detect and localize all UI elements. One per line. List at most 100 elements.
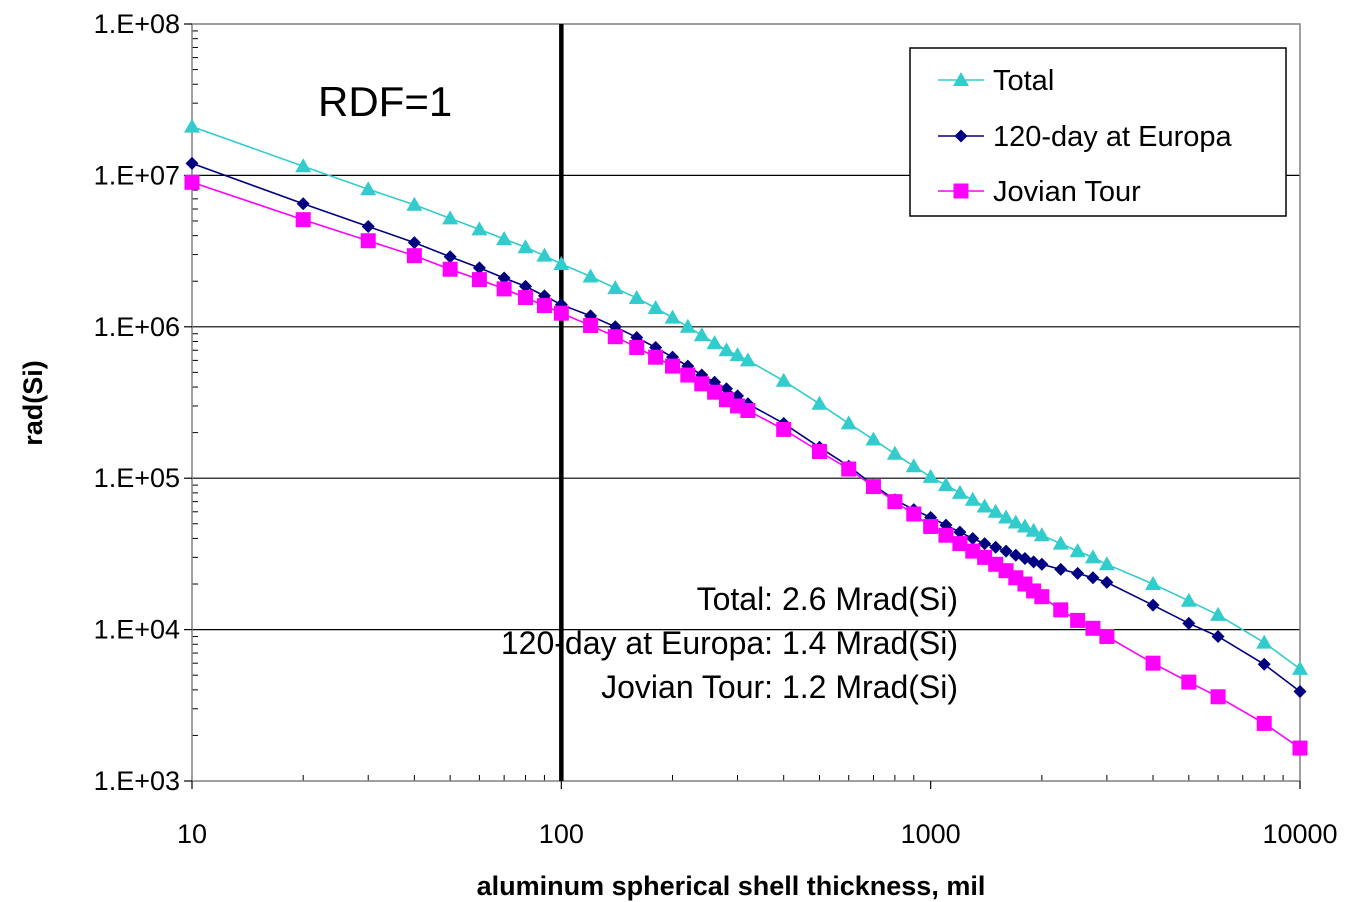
data-point-jovian <box>184 174 200 190</box>
data-point-jovian <box>694 376 710 392</box>
data-point-total <box>775 372 792 387</box>
data-point-jovian <box>740 403 756 419</box>
y-tick-label: 1.E+08 <box>94 9 180 39</box>
data-point-jovian <box>583 317 599 333</box>
data-point-europa <box>519 279 533 293</box>
data-point-jovian <box>518 290 534 306</box>
data-point-jovian <box>1292 740 1308 756</box>
data-point-jovian <box>965 543 981 559</box>
data-point-jovian <box>841 461 857 477</box>
y-tick-label: 1.E+04 <box>94 615 180 645</box>
legend-box <box>909 47 1287 217</box>
series-total <box>184 118 1308 675</box>
data-point-total <box>886 445 903 460</box>
y-tick-label: 1.E+05 <box>94 463 180 493</box>
data-point-total <box>1098 556 1115 571</box>
series-layer <box>184 118 1308 756</box>
data-point-jovian <box>680 367 696 383</box>
data-point-europa <box>953 525 967 539</box>
legend: Total 120-day at Europa Jovian Tour <box>909 47 1287 217</box>
data-point-europa <box>1257 657 1271 671</box>
data-point-jovian <box>607 329 623 345</box>
data-point-total <box>706 335 723 350</box>
data-point-europa <box>185 156 199 170</box>
data-point-total <box>922 468 939 483</box>
data-point-total <box>1007 514 1024 529</box>
data-point-jovian <box>496 281 512 297</box>
data-point-jovian <box>536 298 552 314</box>
x-tick-label: 10 <box>177 819 207 849</box>
legend-marker-jovian <box>953 183 969 199</box>
data-point-jovian <box>707 384 723 400</box>
annotation-jovian-dose: Jovian Tour: 1.2 Mrad(Si) <box>601 669 958 705</box>
data-point-total <box>1256 634 1273 649</box>
data-point-total <box>679 318 696 333</box>
grid-lines <box>192 174 1300 631</box>
data-point-total <box>406 196 423 211</box>
data-point-europa <box>966 531 980 545</box>
data-point-total <box>536 247 553 262</box>
x-tick-label: 1000 <box>901 819 961 849</box>
series-jovian <box>184 174 1308 756</box>
data-point-total <box>1084 549 1101 564</box>
data-point-total <box>1052 535 1069 550</box>
data-point-total <box>693 327 710 342</box>
data-point-total <box>729 347 746 362</box>
data-point-europa <box>361 219 375 233</box>
annotation-total-dose: Total: 2.6 Mrad(Si) <box>697 581 958 617</box>
data-point-europa <box>443 250 457 264</box>
data-point-europa <box>296 197 310 211</box>
data-point-jovian <box>1070 612 1086 628</box>
data-point-total <box>1033 527 1050 542</box>
legend-marker-total <box>953 72 969 86</box>
data-point-jovian <box>923 518 939 534</box>
data-point-europa <box>1086 571 1100 585</box>
data-point-total <box>1145 576 1162 591</box>
data-point-jovian <box>295 212 311 228</box>
data-point-europa <box>1035 557 1049 571</box>
data-point-total <box>1180 592 1197 607</box>
data-point-jovian <box>1099 629 1115 645</box>
data-point-total <box>295 158 312 173</box>
data-point-jovian <box>1210 689 1226 705</box>
data-point-europa <box>719 382 733 396</box>
legend-label-total: Total <box>993 65 1054 97</box>
data-point-jovian <box>865 479 881 495</box>
x-axis-title: aluminum spherical shell thickness, mil <box>477 871 986 901</box>
data-point-total <box>1292 660 1308 675</box>
data-point-total <box>865 431 882 446</box>
data-point-europa <box>1182 616 1196 630</box>
data-point-jovian <box>1034 589 1050 605</box>
data-point-jovian <box>406 248 422 264</box>
data-point-total <box>360 181 377 196</box>
x-axis-tick-labels: 10 100 1000 10000 <box>177 781 1338 849</box>
data-point-total <box>1025 522 1042 537</box>
data-point-europa <box>1211 630 1225 644</box>
data-point-jovian <box>553 305 569 321</box>
data-point-total <box>1069 543 1086 558</box>
legend-label-jovian: Jovian Tour <box>993 176 1141 208</box>
data-point-total <box>905 458 922 473</box>
data-point-jovian <box>360 233 376 249</box>
x-tick-label: 10000 <box>1262 819 1337 849</box>
data-point-jovian <box>811 444 827 460</box>
y-tick-label: 1.E+03 <box>94 766 180 796</box>
annotation-europa-dose: 120-day at Europa: 1.4 Mrad(Si) <box>501 625 958 661</box>
rdf-annotation: RDF=1 <box>318 78 452 125</box>
data-point-europa <box>989 540 1003 554</box>
data-point-europa <box>1054 562 1068 576</box>
data-point-jovian <box>471 272 487 288</box>
y-tick-label: 1.E+07 <box>94 160 180 190</box>
data-point-jovian <box>1085 620 1101 636</box>
data-point-total <box>840 415 857 430</box>
data-point-jovian <box>1181 674 1197 690</box>
data-point-jovian <box>776 421 792 437</box>
data-point-jovian <box>629 339 645 355</box>
x-tick-label: 100 <box>539 819 584 849</box>
y-axis-tick-labels: 1.E+03 1.E+04 1.E+05 1.E+06 1.E+07 1.E+08 <box>94 9 192 796</box>
data-point-jovian <box>1145 655 1161 671</box>
data-point-total <box>1016 518 1033 533</box>
data-point-jovian <box>952 536 968 552</box>
data-point-jovian <box>906 506 922 522</box>
